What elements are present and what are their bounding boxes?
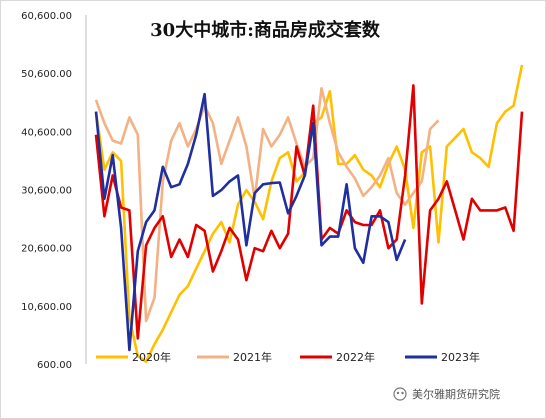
y-tick-label: 10,600.00	[21, 302, 72, 313]
y-tick-label: 600.00	[37, 360, 72, 371]
y-tick-label: 30,600.00	[21, 186, 72, 197]
legend-label: 2023年	[441, 350, 480, 364]
series-line-4	[94, 92, 407, 352]
y-axis-ticks: 600.00 10,600.00 20,600.00 30,600.00 40,600.…	[21, 11, 72, 371]
legend-label: 2022年	[336, 350, 375, 364]
legend: 2020年 2021年 2022年 2023年	[96, 350, 480, 364]
chart-title: 30大中城市:商品房成交套数	[150, 19, 381, 41]
series-line-2	[94, 87, 440, 323]
series-lines	[94, 64, 524, 364]
y-tick-label: 20,600.00	[21, 244, 72, 255]
y-tick-label: 60,600.00	[21, 11, 72, 22]
watermark-text: 美尔雅期货研究院	[412, 387, 500, 401]
legend-label: 2021年	[233, 350, 272, 364]
watermark: 美尔雅期货研究院	[393, 387, 500, 401]
legend-label: 2020年	[132, 350, 171, 364]
y-tick-label: 50,600.00	[21, 69, 72, 80]
series-line-3	[94, 84, 524, 340]
watermark-logo-icon	[393, 387, 407, 401]
y-tick-label: 40,600.00	[21, 127, 72, 138]
